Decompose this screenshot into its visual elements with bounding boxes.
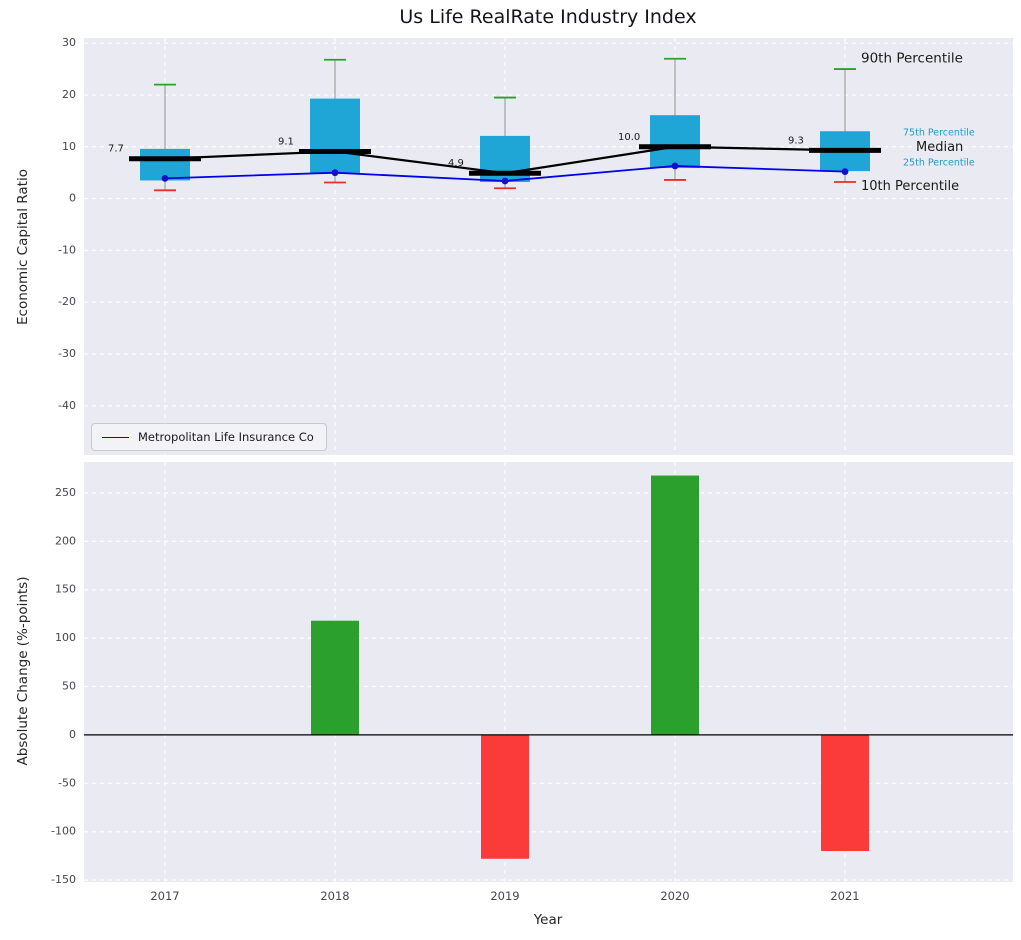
x-axis-label: Year xyxy=(533,912,563,928)
annotation-25th-percentile: 25th Percentile xyxy=(903,157,975,168)
company-marker-2018 xyxy=(331,169,339,177)
median-value-label-2017: 7.7 xyxy=(108,144,124,155)
bottom-panel-ytick-label: 0 xyxy=(69,728,76,741)
change-bar-2018 xyxy=(311,620,359,735)
legend-label: Metropolitan Life Insurance Co xyxy=(138,430,314,444)
annotation-75th-percentile: 75th Percentile xyxy=(903,127,975,138)
annotation-10th-percentile: 10th Percentile xyxy=(861,179,959,194)
bottom-panel-ytick-label: 50 xyxy=(62,680,76,693)
change-bar-2019 xyxy=(481,734,529,859)
top-panel-background xyxy=(84,38,1013,455)
annotation-90th-percentile: 90th Percentile xyxy=(861,51,963,67)
annotation-median: Median xyxy=(916,140,963,155)
bottom-panel: 250 200 150 100 50 0 -50 -100 -150 2017 2018 2019 20… xyxy=(51,462,1013,903)
bottom-panel-ytick-label: 200 xyxy=(55,534,76,547)
change-bar-2020 xyxy=(651,475,699,735)
bottom-panel-ytick-label: -100 xyxy=(51,825,76,838)
median-value-label-2021: 9.3 xyxy=(788,135,804,146)
top-panel-ytick-label: -40 xyxy=(58,399,76,412)
chart-title: Us Life RealRate Industry Index xyxy=(399,6,697,28)
bottom-panel-ytick-label: 100 xyxy=(55,631,76,644)
top-panel-ytick-label: -30 xyxy=(58,347,76,360)
median-value-label-2019: 4.9 xyxy=(448,158,464,169)
bottom-panel-ytick-label: 150 xyxy=(55,583,76,596)
bottom-panel-ytick-label: 250 xyxy=(55,486,76,499)
top-panel: 30 20 10 0 -10 -20 -30 -40 7.7 9.1 4.9 10.0 9.3 90th … xyxy=(58,36,1013,455)
bottom-panel-ytick-label: -150 xyxy=(51,873,76,886)
top-y-axis-label: Economic Capital Ratio xyxy=(15,169,31,325)
top-panel-ytick-label: 0 xyxy=(69,192,76,205)
legend: Metropolitan Life Insurance Co xyxy=(91,423,327,451)
iqr-box-2018 xyxy=(310,98,360,174)
xtick-label-2017: 2017 xyxy=(150,889,179,903)
bottom-y-axis-label: Absolute Change (%-points) xyxy=(15,576,31,766)
company-marker-2017 xyxy=(161,174,169,182)
company-marker-2020 xyxy=(671,162,679,170)
legend-line-swatch xyxy=(102,436,129,438)
bottom-panel-background xyxy=(84,462,1013,882)
xtick-label-2021: 2021 xyxy=(830,889,859,903)
company-marker-2021 xyxy=(841,168,849,176)
top-panel-ytick-label: 10 xyxy=(62,140,76,153)
top-panel-ytick-label: 20 xyxy=(62,88,76,101)
xtick-label-2020: 2020 xyxy=(660,889,689,903)
change-bar-2021 xyxy=(821,734,869,852)
xtick-label-2019: 2019 xyxy=(490,889,519,903)
top-panel-ytick-label: -20 xyxy=(58,295,76,308)
top-panel-ytick-label: -10 xyxy=(58,243,76,256)
median-value-label-2020: 10.0 xyxy=(618,132,640,143)
top-panel-ytick-label: 30 xyxy=(62,36,76,49)
iqr-box-2020 xyxy=(650,115,700,169)
bottom-panel-ytick-label: -50 xyxy=(58,776,76,789)
company-marker-2019 xyxy=(501,177,509,185)
xtick-label-2018: 2018 xyxy=(320,889,349,903)
median-value-label-2018: 9.1 xyxy=(278,136,294,147)
